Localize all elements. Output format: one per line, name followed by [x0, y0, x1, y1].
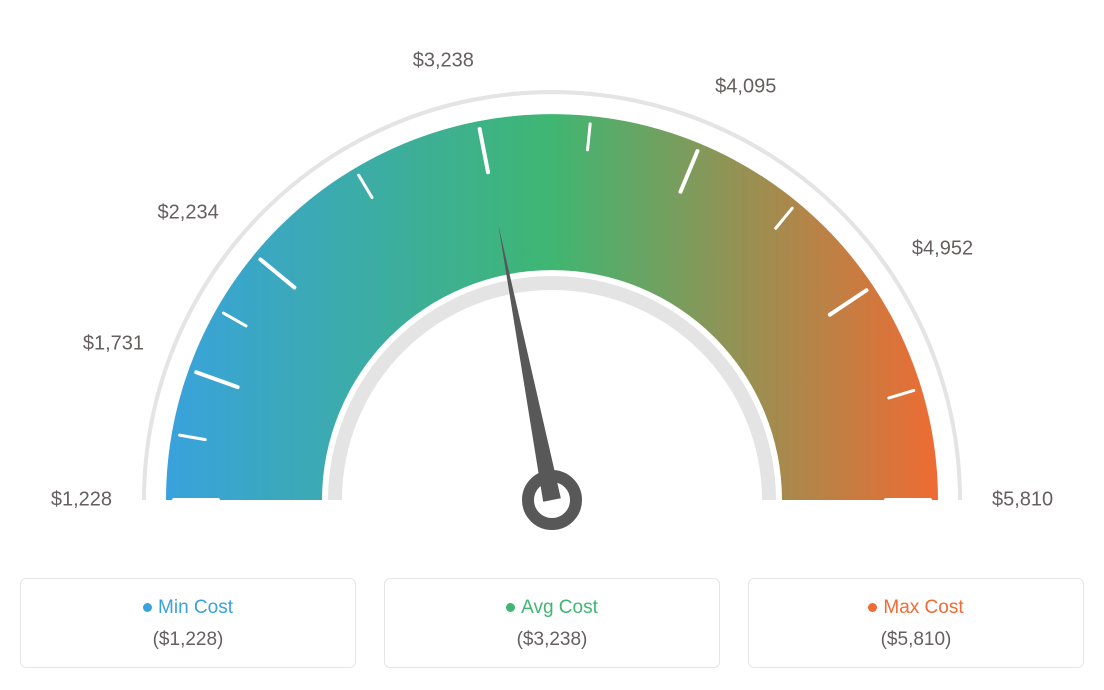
gauge-chart: $1,228$1,731$2,234$3,238$4,095$4,952$5,8… — [20, 20, 1084, 560]
avg-cost-value: ($3,238) — [397, 629, 707, 651]
max-dot-icon — [868, 603, 877, 612]
max-cost-value: ($5,810) — [761, 629, 1071, 651]
min-cost-value: ($1,228) — [33, 629, 343, 651]
cost-cards: Min Cost ($1,228) Avg Cost ($3,238) Max … — [20, 578, 1084, 668]
avg-dot-icon — [506, 603, 515, 612]
min-cost-card: Min Cost ($1,228) — [20, 578, 356, 668]
min-dot-icon — [143, 603, 152, 612]
min-cost-title-text: Min Cost — [158, 597, 233, 618]
max-cost-title-text: Max Cost — [883, 597, 963, 618]
min-cost-title: Min Cost — [33, 597, 343, 619]
avg-cost-title-text: Avg Cost — [521, 597, 598, 618]
max-cost-card: Max Cost ($5,810) — [748, 578, 1084, 668]
gauge-svg — [20, 20, 1084, 560]
avg-cost-card: Avg Cost ($3,238) — [384, 578, 720, 668]
max-cost-title: Max Cost — [761, 597, 1071, 619]
avg-cost-title: Avg Cost — [397, 597, 707, 619]
